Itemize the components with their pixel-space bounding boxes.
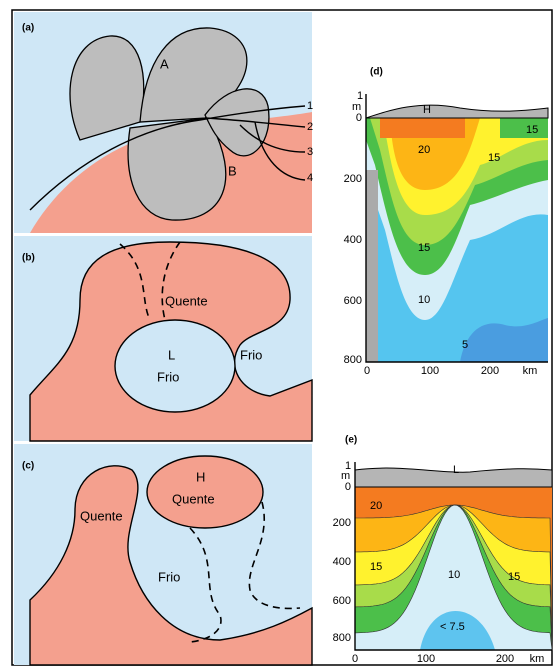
surface-label: H bbox=[423, 104, 431, 116]
contour-label: < 7.5 bbox=[440, 621, 465, 633]
x-unit: km bbox=[530, 653, 545, 665]
y-tick-label: 200 bbox=[333, 517, 351, 529]
region-label: Frio bbox=[240, 347, 262, 362]
y-tick-label: 0 bbox=[345, 481, 351, 493]
panel-a: (a) A B 1 2 3 4 bbox=[14, 12, 313, 233]
region-label: Quente bbox=[172, 491, 215, 506]
layer bbox=[500, 118, 548, 138]
y-tick-label: 0 bbox=[356, 112, 362, 124]
streamline-label: 3 bbox=[307, 146, 313, 158]
x-tick-label: 200 bbox=[481, 365, 499, 377]
streamline-label: 4 bbox=[307, 172, 313, 184]
panel-c: (c) H Quente Quente Frio bbox=[14, 444, 312, 665]
contour-label: 10 bbox=[418, 294, 430, 306]
x-tick-label: 100 bbox=[421, 365, 439, 377]
x-tick-label: 200 bbox=[496, 653, 514, 665]
panel-label: (b) bbox=[22, 253, 35, 264]
contour-label: 10 bbox=[448, 569, 460, 581]
y-tick-label: 800 bbox=[333, 632, 351, 644]
contour-label: 15 bbox=[488, 152, 500, 164]
shelf bbox=[366, 170, 378, 362]
high-label: A bbox=[160, 56, 169, 71]
lobe bbox=[128, 118, 226, 220]
streamline-label: 2 bbox=[307, 121, 313, 133]
x-unit: km bbox=[523, 365, 538, 377]
contour-label: 15 bbox=[526, 124, 538, 136]
panel-label: (c) bbox=[22, 461, 34, 472]
y-tick-label: 600 bbox=[333, 595, 351, 607]
panel-label: (a) bbox=[22, 23, 34, 34]
streamline-label: 1 bbox=[307, 100, 313, 112]
panel-label: (d) bbox=[370, 67, 383, 78]
panel-b: (b) Quente L Frio Frio bbox=[14, 236, 312, 441]
contour-label: 15 bbox=[508, 571, 520, 583]
low-label: L bbox=[168, 347, 175, 362]
y-tick-label: 400 bbox=[333, 556, 351, 568]
contour-label: 20 bbox=[418, 144, 430, 156]
region-label: Quente bbox=[80, 508, 123, 523]
y-tick-label: 600 bbox=[344, 295, 362, 307]
x-tick-label: 100 bbox=[417, 653, 435, 665]
x-tick-label: 0 bbox=[364, 365, 370, 377]
region-label: Frio bbox=[158, 569, 180, 584]
low-label: B bbox=[228, 163, 237, 178]
contour-label: 15 bbox=[418, 242, 430, 254]
y-tick-label: 800 bbox=[344, 354, 362, 366]
y-tick-label: 400 bbox=[344, 234, 362, 246]
surface-label: L bbox=[453, 464, 459, 476]
x-tick-label: 0 bbox=[352, 653, 358, 665]
contour-label: 15 bbox=[370, 561, 382, 573]
cold-low bbox=[115, 320, 235, 412]
high-label: H bbox=[196, 469, 205, 484]
panel-label: (e) bbox=[345, 435, 357, 446]
contour-label: 5 bbox=[462, 339, 468, 351]
layer bbox=[380, 118, 465, 138]
figure: (a) A B 1 2 3 4 (b) Quente L Frio Frio (… bbox=[0, 0, 554, 666]
y-tick-label: 200 bbox=[344, 173, 362, 185]
region-label: Frio bbox=[157, 369, 179, 384]
region-label: Quente bbox=[165, 293, 208, 308]
contour-label: 20 bbox=[370, 500, 382, 512]
